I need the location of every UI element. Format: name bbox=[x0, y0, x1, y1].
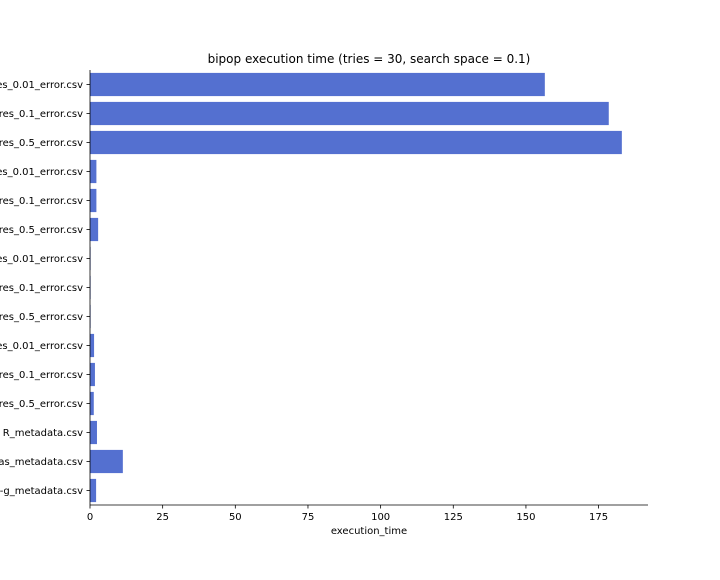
x-axis-label: execution_time bbox=[331, 526, 407, 537]
y-tick-label-9: es_0.01_error.csv bbox=[0, 341, 83, 352]
x-tick-label-0: 0 bbox=[87, 512, 93, 523]
y-tick-label-7: res_0.1_error.csv bbox=[0, 283, 83, 294]
y-tick-label-0: es_0.01_error.csv bbox=[0, 80, 83, 91]
bar-13 bbox=[90, 449, 123, 474]
x-tick-label-3: 75 bbox=[302, 512, 315, 523]
y-axis-ticks: es_0.01_error.csv res_0.1_error.csv res_0.… bbox=[0, 80, 90, 497]
y-tick-label-3: es_0.01_error.csv bbox=[0, 167, 83, 178]
bar-9 bbox=[90, 333, 95, 358]
x-axis-ticks: 0 25 50 75 100 125 150 175 bbox=[87, 505, 608, 523]
y-tick-label-6: es_0.01_error.csv bbox=[0, 254, 83, 265]
y-tick-label-10: res_0.1_error.csv bbox=[0, 370, 83, 381]
x-tick-label-5: 125 bbox=[444, 512, 463, 523]
y-tick-label-2: res_0.5_error.csv bbox=[0, 138, 83, 149]
y-tick-label-5: res_0.5_error.csv bbox=[0, 225, 83, 236]
y-tick-label-4: res_0.1_error.csv bbox=[0, 196, 83, 207]
x-tick-label-4: 100 bbox=[371, 512, 390, 523]
x-tick-label-6: 150 bbox=[516, 512, 535, 523]
bar-2 bbox=[90, 130, 622, 155]
y-tick-label-13: as_metadata.csv bbox=[0, 457, 83, 468]
bar-14 bbox=[90, 478, 97, 503]
bar-12 bbox=[90, 420, 97, 445]
bars-group bbox=[90, 72, 622, 503]
x-tick-label-1: 25 bbox=[156, 512, 169, 523]
bar-5 bbox=[90, 217, 99, 242]
y-tick-label-8: res_0.5_error.csv bbox=[0, 312, 83, 323]
x-tick-label-2: 50 bbox=[229, 512, 242, 523]
bar-0 bbox=[90, 72, 545, 97]
y-tick-label-12: R_metadata.csv bbox=[3, 428, 83, 439]
y-tick-label-1: res_0.1_error.csv bbox=[0, 109, 83, 120]
bar-3 bbox=[90, 159, 97, 184]
x-tick-label-7: 175 bbox=[589, 512, 608, 523]
y-tick-label-14: -g_metadata.csv bbox=[0, 486, 83, 497]
bar-4 bbox=[90, 188, 97, 213]
bar-10 bbox=[90, 362, 95, 387]
chart-title: bipop execution time (tries = 30, search… bbox=[208, 52, 531, 66]
bar-11 bbox=[90, 391, 94, 416]
bar-1 bbox=[90, 101, 609, 126]
y-tick-label-11: res_0.5_error.csv bbox=[0, 399, 83, 410]
